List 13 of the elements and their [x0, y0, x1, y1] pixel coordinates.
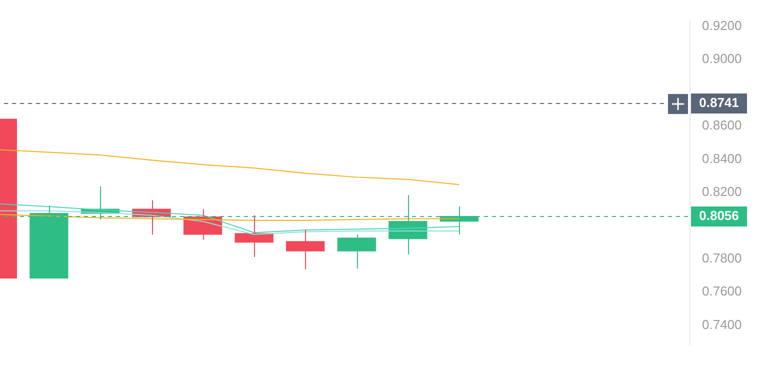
- y-tick-label: 0.7400: [702, 316, 742, 332]
- y-tick-label: 0.7600: [702, 284, 742, 299]
- candlestick: [234, 214, 274, 258]
- y-tick-label: 0.8600: [702, 118, 742, 133]
- candlestick: [337, 234, 376, 269]
- y-tick-label: 0.8200: [702, 184, 742, 200]
- y-tick-label: 0.9000: [702, 51, 742, 66]
- candlestick: [286, 229, 325, 270]
- y-tick-label: 0.8400: [702, 150, 742, 166]
- y-tick-label: 0.9200: [702, 18, 742, 34]
- ref-line-label: 0.8056: [699, 208, 739, 224]
- ref-line-label: 0.8741: [699, 95, 739, 110]
- y-tick-label: 0.7800: [702, 250, 742, 266]
